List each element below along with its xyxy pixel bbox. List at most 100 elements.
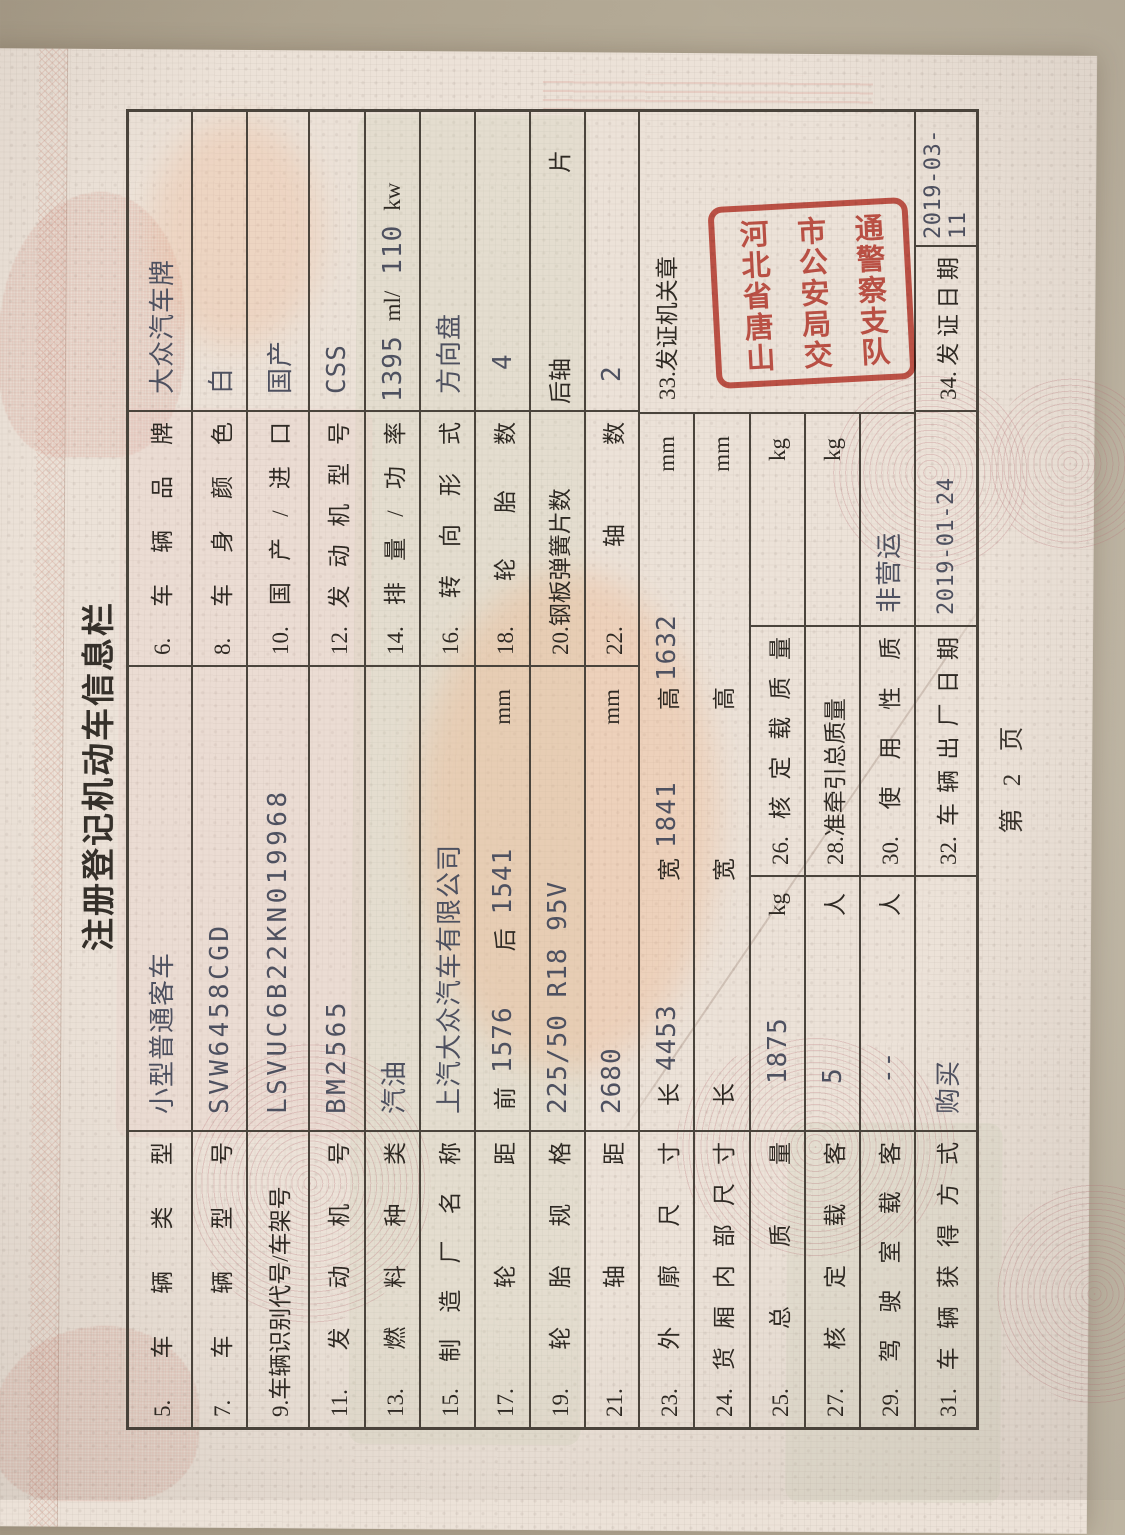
label-cab-passengers: 29.驾驶室载客	[877, 1142, 903, 1417]
label-approved-load: 26.核定载质量	[751, 627, 804, 877]
height-value: 1632	[651, 614, 682, 681]
value-factory-date: 2019-01-24	[916, 412, 976, 627]
value-approved-passengers: 5 人	[806, 877, 859, 1132]
label-acquisition-method: 31.车辆获得方式	[936, 1142, 961, 1417]
value-wheelbase: 2680 mm	[586, 667, 638, 1132]
page-title: 注册登记机动车信息栏	[82, 601, 118, 951]
displacement-value: 1395	[377, 335, 408, 402]
label-manufacturer: 15.制造厂名称	[437, 1142, 463, 1417]
value-total-mass: 1875 kg	[751, 877, 804, 1132]
value-vehicle-model: SVW6458CGD	[193, 667, 246, 1132]
label-vehicle-model: 7.车辆型号	[209, 1142, 235, 1417]
page-top-edge-pattern	[28, 48, 69, 1527]
page-number: 第 2 页	[999, 718, 1026, 834]
length-label: 长	[712, 1083, 737, 1106]
ml-unit: ml/	[379, 290, 405, 322]
value-cab-passengers: -- 人	[861, 877, 914, 1132]
value-axle-count: 2	[586, 112, 638, 412]
label-leaf-spring-count: 20.钢板弹簧片数	[531, 412, 584, 667]
label-usage-type: 30.使用性质	[861, 627, 914, 877]
label-vehicle-type: 5.车辆类型	[150, 1142, 175, 1417]
front-track-value: 1576	[487, 1006, 518, 1073]
row-manufacturer-steering: 15.制造厂名称 上汽大众汽车有限公司 16.转向形式 方向盘	[419, 112, 474, 1427]
pian-unit: 片	[547, 150, 573, 173]
mm-unit: mm	[599, 689, 624, 725]
row-fuel-power: 13.燃料种类 汽油 14.排量/功率 1395 ml/ 110 kw	[364, 112, 419, 1427]
front-label: 前	[492, 1087, 518, 1110]
value-engine-number: BM2565	[310, 667, 364, 1132]
value-overall-dimensions: 长 4453 宽 1841 高 1632 mm	[640, 414, 693, 1132]
value-acquisition-method: 购买	[916, 877, 976, 1132]
value-issue-date: 2019-03-11	[916, 112, 976, 247]
label-displacement-power: 14.排量/功率	[366, 412, 419, 667]
mm-unit: mm	[653, 436, 679, 472]
rear-label: 后	[492, 928, 518, 952]
row-total-mass: 25.总质量 1875 kg 26.核定载质量 kg	[749, 412, 804, 1427]
red-ink-bleed	[542, 74, 873, 113]
label-engine-number: 11.发动机号	[327, 1142, 352, 1417]
label-overall-dimensions: 23.外廓尺寸	[656, 1142, 682, 1417]
value-vin: LSVUC6B22KN019968	[248, 667, 308, 1132]
row-tirespec-springs: 19.轮胎规格 225/50 R18 95V 20.钢板弹簧片数 后轴 片	[529, 112, 584, 1427]
row-model-color: 7.车辆型号 SVW6458CGD 8.车身颜色 白	[191, 112, 246, 1427]
label-tire-count: 18.轮胎数	[476, 412, 529, 667]
police-stamp: 河北省唐山 市公安局交 通警察支队	[707, 196, 917, 390]
value-displacement-power: 1395 ml/ 110 kw	[366, 112, 419, 412]
row-acquisition-dates: 31.车辆获得方式 购买 32.车辆出厂日期 2019-01-24 34.发证日…	[914, 112, 976, 1427]
mm-unit: mm	[709, 436, 734, 472]
row-vin-origin: 9.车辆识别代号/车架号 LSVUC6B22KN019968 10.国产/进口 …	[246, 112, 308, 1427]
mm-unit: mm	[489, 689, 515, 725]
label-wheelbase: 21.轴距	[602, 1142, 627, 1417]
stamp-text-column: 市公安局交	[791, 214, 833, 372]
person-unit: 人	[877, 893, 903, 916]
kg-unit: kg	[764, 438, 790, 461]
length-value: 4453	[651, 1004, 682, 1071]
length-label: 长	[656, 1083, 682, 1106]
label-vehicle-brand: 6.车辆品牌	[129, 412, 191, 667]
label-wheel-track: 17.轮距	[492, 1142, 518, 1417]
label-steering-type: 16.转向形式	[421, 412, 474, 667]
value-origin: 国产	[248, 112, 308, 412]
value-tire-spec: 225/50 R18 95V	[531, 667, 584, 1132]
height-label: 高	[656, 687, 682, 710]
row-vehicle-type-brand: 5.车辆类型 小型普通客车 6.车辆品牌 大众汽车牌	[129, 112, 191, 1427]
value-tire-count: 4	[476, 112, 529, 412]
width-label: 宽	[712, 858, 737, 881]
kg-unit: kg	[819, 438, 845, 461]
height-label: 高	[712, 687, 737, 710]
row-approved-passengers: 27.核定载客 5 人 28.准牵引总质量 kg	[804, 412, 859, 1427]
label-issuing-authority: 33.发证机关章	[655, 256, 680, 400]
value-vehicle-type: 小型普通客车	[129, 667, 191, 1132]
person-unit: 人	[822, 893, 848, 916]
value-usage-type: 非营运	[861, 414, 914, 627]
label-fuel-type: 13.燃料种类	[382, 1142, 408, 1417]
value-vehicle-brand: 大众汽车牌	[129, 112, 191, 412]
value-fuel-type: 汽油	[366, 667, 419, 1132]
label-body-color: 8.车身颜色	[193, 412, 246, 667]
row-cab-passengers-usage: 29.驾驶室载客 -- 人 30.使用性质 非营运	[859, 412, 914, 1427]
label-axle-count: 22.轴数	[586, 412, 638, 667]
value-leaf-spring: 后轴 片	[531, 112, 584, 412]
width-label: 宽	[656, 858, 682, 881]
label-issue-date: 34.发证日期	[916, 247, 976, 412]
row-overall-dimensions: 23.外廓尺寸 长 4453 宽 1841 高 1632 mm	[638, 412, 693, 1427]
power-value: 110	[377, 224, 408, 275]
label-approved-passengers: 27.核定载客	[822, 1142, 848, 1417]
rotated-document: 注册登记机动车信息栏 5.车辆类型 小型普通客车 6.车辆品牌 大众汽车牌 7.…	[0, 48, 1125, 1534]
value-engine-model: CSS	[310, 112, 364, 412]
rear-track-value: 1541	[487, 847, 518, 915]
stamp-text-column: 通警察支队	[849, 211, 890, 369]
rear-axle-label: 后轴	[547, 358, 573, 404]
label-tire-spec: 19.轮胎规格	[547, 1142, 573, 1417]
label-total-mass: 25.总质量	[767, 1142, 793, 1417]
row-cargo-dimensions: 24.货厢内部尺寸 长 宽 高 mm	[693, 412, 749, 1427]
label-towing-mass: 28.准牵引总质量	[806, 627, 859, 877]
value-cargo-dimensions: 长 宽 高 mm	[695, 414, 749, 1132]
label-engine-model: 12.发动机型号	[310, 412, 364, 667]
label-factory-date: 32.车辆出厂日期	[916, 627, 976, 877]
value-body-color: 白	[193, 112, 246, 412]
kw-unit: kw	[379, 182, 405, 211]
label-origin: 10.国产/进口	[248, 412, 308, 667]
row-wheelbase-axles: 21.轴距 2680 mm 22.轴数 2	[584, 112, 638, 1427]
